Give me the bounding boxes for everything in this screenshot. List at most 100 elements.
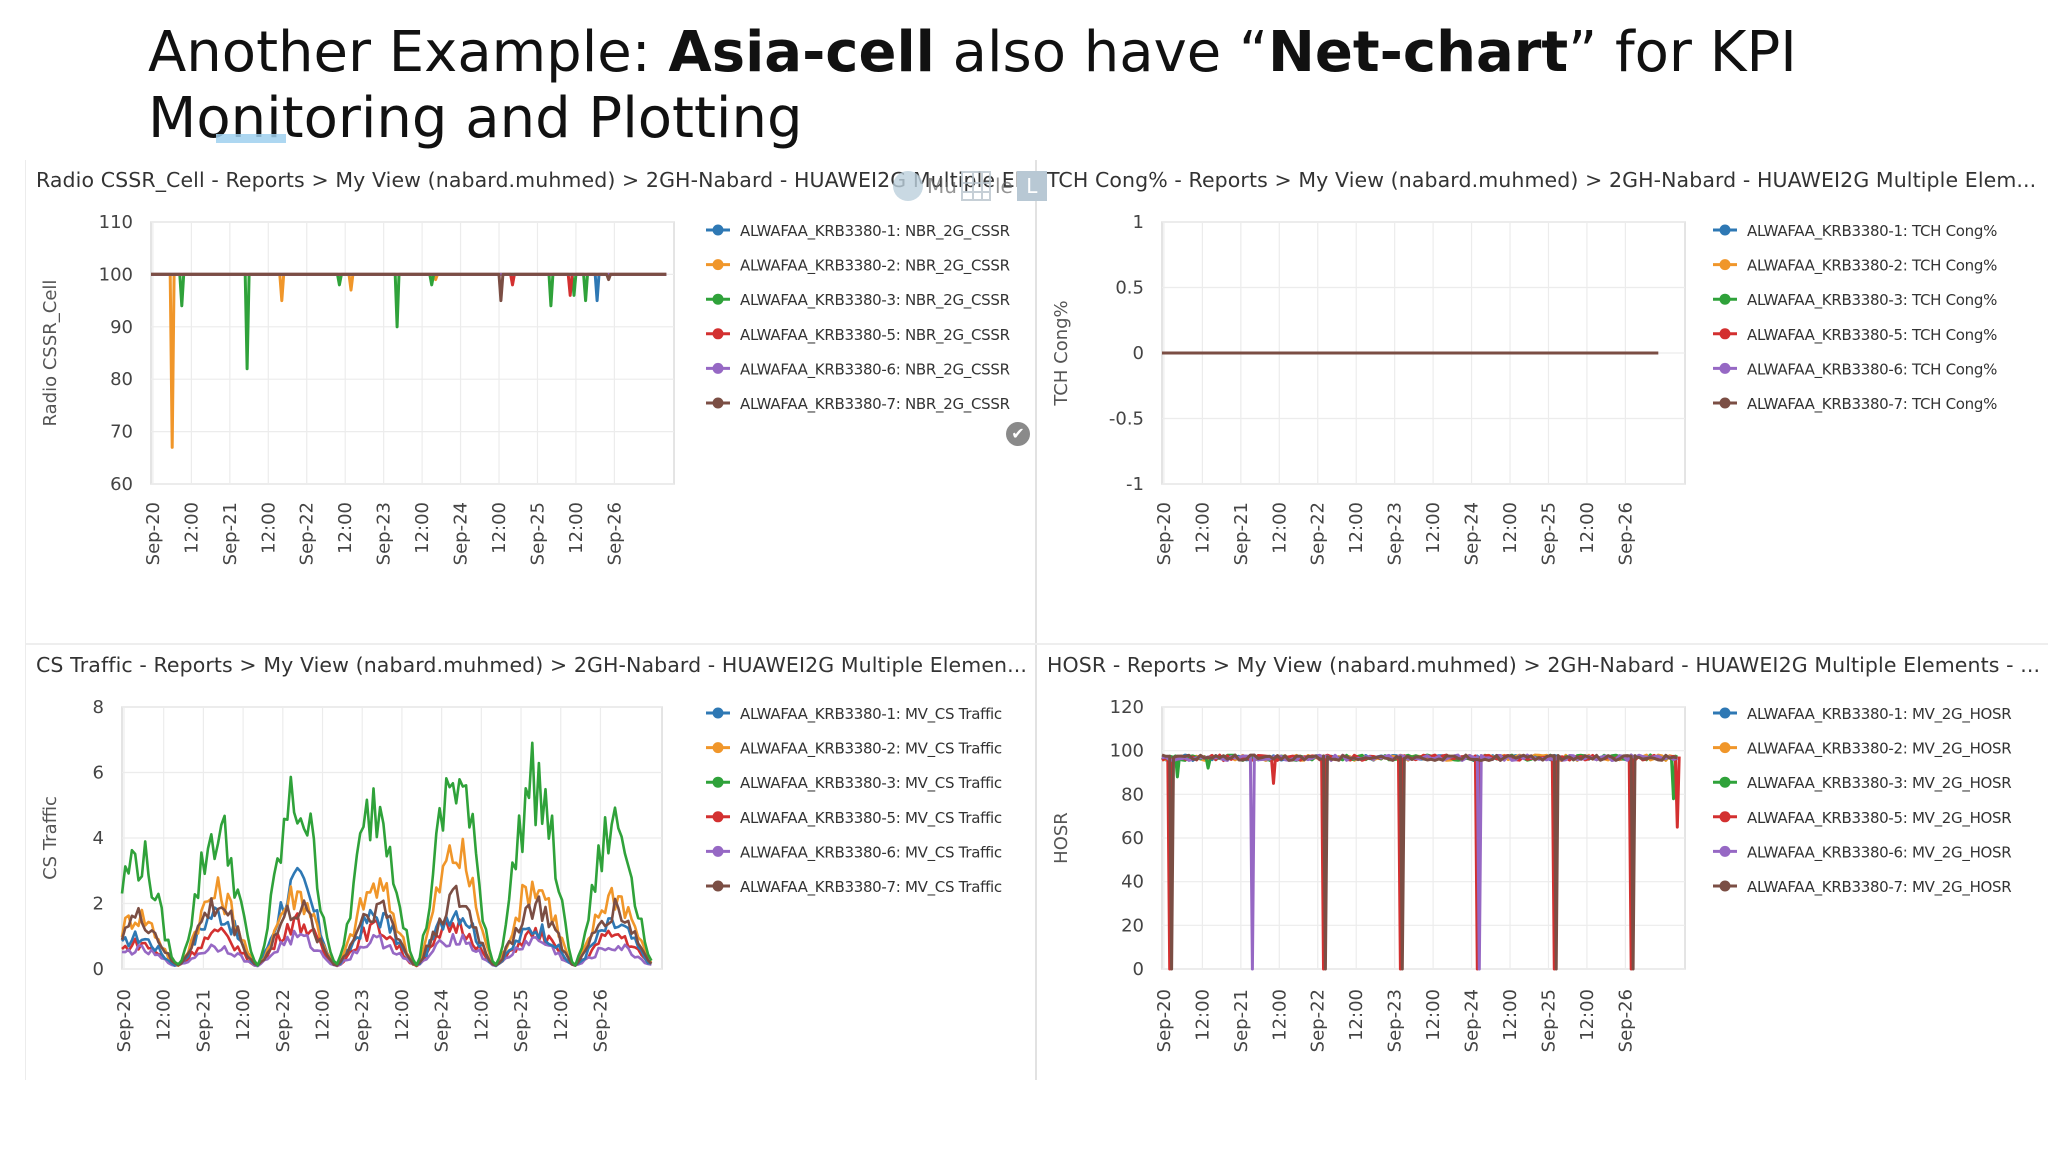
legend-swatch-dot xyxy=(712,293,724,305)
x-tick-label: Sep-26 xyxy=(1615,502,1636,565)
y-tick-label: 80 xyxy=(1121,784,1144,805)
legend-entry: ALWAFAA_KRB3380-5: MV_2G_HOSR xyxy=(1747,809,2011,828)
legend-swatch-dot xyxy=(712,259,724,271)
panel-header: HOSR - Reports > My View (nabard.muhmed)… xyxy=(1047,653,2041,677)
x-tick-label: Sep-22 xyxy=(1308,502,1329,565)
x-tick-label: Sep-22 xyxy=(297,502,318,565)
y-tick-label: 8 xyxy=(93,697,104,718)
x-tick-label: Sep-20 xyxy=(114,989,135,1052)
y-tick-label: 100 xyxy=(99,264,133,285)
legend-swatch-dot xyxy=(1719,293,1731,305)
x-tick-label: Sep-26 xyxy=(1615,989,1636,1052)
legend-entry: ALWAFAA_KRB3380-5: NBR_2G_CSSR xyxy=(740,326,1010,345)
y-tick-label: 1 xyxy=(1133,212,1144,233)
legend-swatch-dot xyxy=(1719,776,1731,788)
panel-header: Radio CSSR_Cell - Reports > My View (nab… xyxy=(36,168,1034,192)
legend-swatch-dot xyxy=(1719,811,1731,823)
y-axis-label: HOSR xyxy=(1051,812,1072,864)
y-tick-label: 60 xyxy=(110,474,133,495)
x-tick-label: 12:00 xyxy=(313,989,334,1041)
x-tick-label: 12:00 xyxy=(181,502,202,554)
series-line xyxy=(1161,753,1678,971)
x-tick-label: 12:00 xyxy=(1192,502,1213,554)
legend-entry: ALWAFAA_KRB3380-7: TCH Cong% xyxy=(1747,395,1997,414)
x-tick-label: 12:00 xyxy=(412,502,433,554)
slide-title-part: Net-chart xyxy=(1268,20,1569,85)
legend-swatch-dot xyxy=(712,811,724,823)
y-tick-label: 0.5 xyxy=(1115,278,1144,299)
x-tick-label: Sep-21 xyxy=(1231,989,1252,1052)
x-tick-label: 12:00 xyxy=(154,989,175,1041)
legend-swatch-dot xyxy=(712,397,724,409)
x-tick-label: Sep-24 xyxy=(432,989,453,1052)
x-tick-label: 12:00 xyxy=(1423,989,1444,1041)
x-tick-label: 12:00 xyxy=(551,989,572,1041)
toolbar-label-2: le xyxy=(994,174,1013,198)
chart-panel-cs-traffic: CS Traffic - Reports > My View (nabard.m… xyxy=(26,647,1034,1077)
x-tick-label: Sep-24 xyxy=(1462,989,1483,1052)
x-tick-label: Sep-21 xyxy=(193,989,214,1052)
x-tick-label: Sep-26 xyxy=(590,989,611,1052)
chart-svg: -1 -0.5 0 0.5 1 Sep-20 12:00 Sep-21 12:00 Sep-22 1… xyxy=(1051,212,1997,565)
x-tick-label: 12:00 xyxy=(1269,989,1290,1041)
x-tick-label: 12:00 xyxy=(1500,502,1521,554)
series-line xyxy=(151,272,667,303)
x-tick-label: Sep-23 xyxy=(1385,502,1406,565)
panel-header: TCH Cong% - Reports > My View (nabard.mu… xyxy=(1047,168,2037,192)
x-tick-label: 12:00 xyxy=(1500,989,1521,1041)
legend-entry: ALWAFAA_KRB3380-6: TCH Cong% xyxy=(1747,360,1997,379)
legend-swatch-dot xyxy=(1719,259,1731,271)
x-tick-label: 12:00 xyxy=(566,502,587,554)
grid-icon[interactable] xyxy=(960,171,991,201)
x-tick-label: 12:00 xyxy=(233,989,254,1041)
legend-entry: ALWAFAA_KRB3380-1: MV_CS Traffic xyxy=(740,705,1002,724)
x-tick-label: Sep-22 xyxy=(273,989,294,1052)
y-tick-label: 120 xyxy=(1110,697,1144,718)
legend-swatch-dot xyxy=(1719,224,1731,236)
legend-swatch-dot xyxy=(1719,707,1731,719)
y-tick-label: 60 xyxy=(1121,828,1144,849)
legend-entry: ALWAFAA_KRB3380-3: MV_CS Traffic xyxy=(740,774,1002,793)
x-tick-label: Sep-25 xyxy=(1538,989,1559,1052)
y-tick-label: 2 xyxy=(93,894,104,915)
series-line xyxy=(151,272,667,449)
y-tick-label: -0.5 xyxy=(1109,409,1144,430)
series-line xyxy=(121,929,652,968)
slide-title-part: Asia-cell xyxy=(668,20,935,85)
legend-swatch-dot xyxy=(1719,845,1731,857)
panel-header: CS Traffic - Reports > My View (nabard.m… xyxy=(36,653,1027,677)
x-tick-label: 12:00 xyxy=(489,502,510,554)
chart-panel-hosr: HOSR - Reports > My View (nabard.muhmed)… xyxy=(1037,647,2048,1077)
chart-svg: 0 20 40 60 80 100 120 Sep-20 12:00 Sep-21 12:00 Sep… xyxy=(1051,697,2012,1052)
x-tick-label: Sep-25 xyxy=(1538,502,1559,565)
y-axis-label: Radio CSSR_Cell xyxy=(40,280,61,427)
gear-icon[interactable] xyxy=(893,171,923,201)
legend-swatch-dot xyxy=(712,224,724,236)
l-button[interactable]: L xyxy=(1016,171,1047,201)
panel-divider-vertical xyxy=(1035,160,1037,1080)
y-tick-label: 4 xyxy=(93,828,104,849)
x-tick-label: 12:00 xyxy=(1577,989,1598,1041)
y-tick-label: 40 xyxy=(1121,872,1144,893)
series-line xyxy=(151,272,667,297)
legend-entry: ALWAFAA_KRB3380-6: MV_2G_HOSR xyxy=(1747,843,2011,862)
x-tick-label: Sep-21 xyxy=(220,502,241,565)
legend-entry: ALWAFAA_KRB3380-7: MV_2G_HOSR xyxy=(1747,878,2011,897)
x-tick-label: Sep-22 xyxy=(1308,989,1329,1052)
legend-swatch-dot xyxy=(1719,880,1731,892)
legend-entry: ALWAFAA_KRB3380-2: TCH Cong% xyxy=(1747,257,1997,276)
legend-entry: ALWAFAA_KRB3380-5: MV_CS Traffic xyxy=(740,809,1002,828)
y-tick-label: 80 xyxy=(110,369,133,390)
legend-swatch-dot xyxy=(712,362,724,374)
x-tick-label: Sep-25 xyxy=(527,502,548,565)
check-circle-icon[interactable]: ✔ xyxy=(1006,422,1030,446)
x-tick-label: 12:00 xyxy=(392,989,413,1041)
x-tick-label: Sep-20 xyxy=(1154,502,1175,565)
toolbar-label: Mu xyxy=(927,174,957,198)
legend-entry: ALWAFAA_KRB3380-2: NBR_2G_CSSR xyxy=(740,257,1010,276)
y-tick-label: 6 xyxy=(93,763,104,784)
y-tick-label: 20 xyxy=(1121,915,1144,936)
legend-entry: ALWAFAA_KRB3380-3: MV_2G_HOSR xyxy=(1747,774,2011,793)
x-tick-label: 12:00 xyxy=(335,502,356,554)
y-tick-label: 0 xyxy=(1133,959,1144,980)
